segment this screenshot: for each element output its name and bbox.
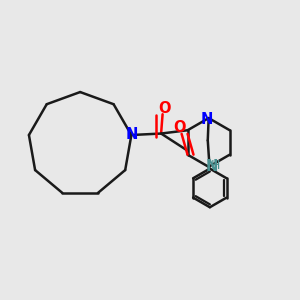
- Text: N: N: [201, 112, 213, 127]
- Text: O: O: [173, 120, 185, 135]
- Text: N: N: [206, 159, 218, 174]
- Text: N: N: [126, 127, 138, 142]
- Text: O: O: [158, 101, 170, 116]
- Text: H: H: [211, 159, 220, 172]
